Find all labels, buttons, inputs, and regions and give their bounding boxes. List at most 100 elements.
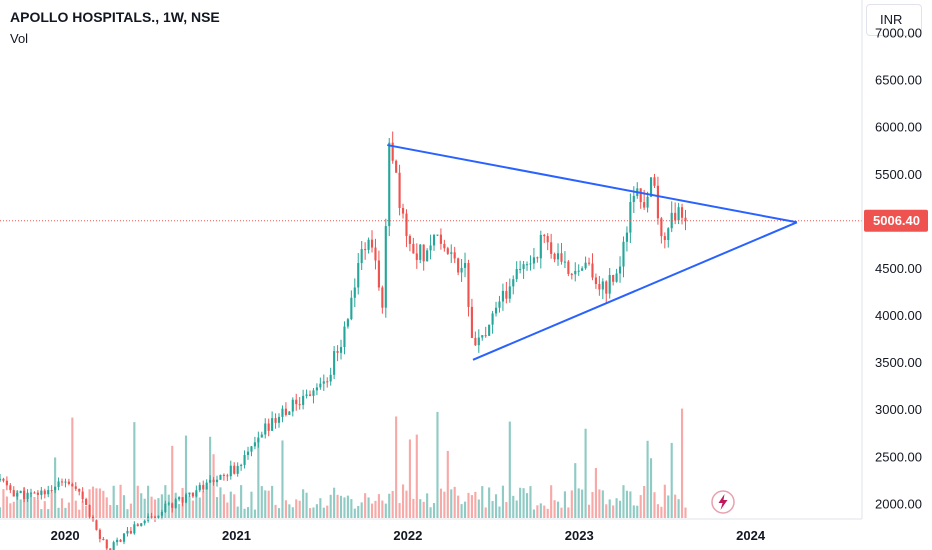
candle-body [388, 142, 391, 227]
candle-body [643, 202, 646, 208]
volume-bar [98, 488, 101, 518]
volume-bar [384, 503, 387, 518]
candle-body [60, 481, 64, 483]
candle-body [574, 270, 577, 275]
volume-bar [43, 501, 46, 518]
candle-body [450, 252, 453, 254]
candle-body [119, 539, 122, 542]
candle-body [43, 490, 46, 495]
candle-body [333, 351, 336, 375]
candle-body [412, 243, 415, 254]
volume-bar [202, 491, 205, 518]
candle-body [226, 475, 229, 477]
currency-button[interactable]: INR [866, 4, 922, 36]
price-tick-label: 6500.00 [875, 73, 922, 88]
volume-bar [574, 463, 577, 518]
candle-body [405, 213, 408, 237]
candle-body [305, 394, 308, 396]
volume-bar [298, 500, 301, 518]
candle-body [439, 234, 442, 244]
candle-body [443, 243, 446, 249]
volume-bar [618, 500, 622, 518]
candle-body [157, 515, 160, 518]
trendline-lower[interactable] [472, 221, 798, 361]
candle-body [346, 319, 349, 327]
volume-bar [133, 422, 136, 518]
candle-body [381, 287, 384, 308]
candle-body [481, 335, 484, 338]
volume-bar [519, 487, 522, 518]
candle-body [47, 490, 50, 495]
candle-body [26, 493, 29, 500]
volume-bar [594, 467, 597, 518]
candle-body [212, 479, 215, 483]
volume-bar [381, 500, 384, 518]
volume-bar [281, 440, 284, 518]
candle-body [474, 337, 477, 346]
volume-bar [5, 496, 8, 518]
volume-bar [167, 494, 170, 518]
price-tick-label: 7000.00 [875, 25, 922, 40]
time-axis[interactable]: 2020 2021 2022 2023 2024 [51, 528, 766, 543]
candle-body [581, 268, 584, 271]
candle-body [85, 499, 88, 505]
volume-bar [47, 509, 50, 518]
candle-body [567, 261, 570, 274]
volume-bar [126, 509, 129, 518]
candle-body [298, 404, 301, 406]
candle-body [415, 253, 418, 260]
candle-body [577, 270, 580, 272]
volume-bar [591, 491, 594, 518]
candle-body [143, 520, 146, 524]
candle-body [308, 394, 312, 396]
volume-bar [412, 498, 415, 518]
volume-bar [226, 502, 229, 518]
volume-bar [608, 499, 611, 518]
volume-bar [398, 503, 401, 518]
volume-bar [660, 506, 663, 518]
candle-body [9, 485, 12, 491]
flash-button[interactable] [711, 490, 735, 514]
trendline-upper[interactable] [387, 144, 798, 224]
candle-body [684, 217, 687, 221]
candle-body [360, 249, 363, 264]
volume-bars [0, 408, 687, 518]
candle-body [5, 480, 8, 486]
volume-bar [188, 495, 191, 518]
candle-body [660, 218, 663, 237]
volume-indicator-label[interactable]: Vol [10, 31, 29, 46]
candle-body [670, 212, 673, 229]
candle-body [112, 542, 115, 550]
candle-body [570, 273, 573, 275]
volume-bar [215, 497, 219, 518]
volume-bar [680, 408, 684, 518]
candle-body [364, 249, 367, 251]
volume-bar [422, 501, 425, 518]
candle-body [98, 529, 101, 539]
candle-body [209, 479, 212, 483]
price-axis[interactable]: 7000.006500.006000.005500.005000.004500.… [875, 25, 922, 511]
volume-bar [236, 506, 239, 518]
volume-bar [532, 509, 535, 518]
volume-bar [246, 507, 250, 518]
candle-body [164, 503, 167, 512]
candle-body [339, 347, 343, 353]
candle-body [205, 482, 208, 490]
candle-body [174, 499, 177, 508]
candle-body [315, 387, 318, 391]
candle-body [257, 437, 260, 443]
candle-body [594, 277, 597, 285]
candle-body [625, 232, 628, 242]
volume-bar [205, 486, 208, 518]
volume-bar [109, 505, 112, 518]
chart-title: APOLLO HOSPITALS., 1W, NSE [10, 9, 220, 25]
candle-body [88, 504, 91, 517]
volume-bar [467, 492, 470, 518]
volume-bar [439, 488, 442, 518]
candle-body [377, 260, 380, 288]
candle-body [40, 490, 43, 495]
volume-bar [374, 500, 377, 518]
volume-bar [64, 507, 67, 518]
volume-bar [525, 493, 529, 518]
